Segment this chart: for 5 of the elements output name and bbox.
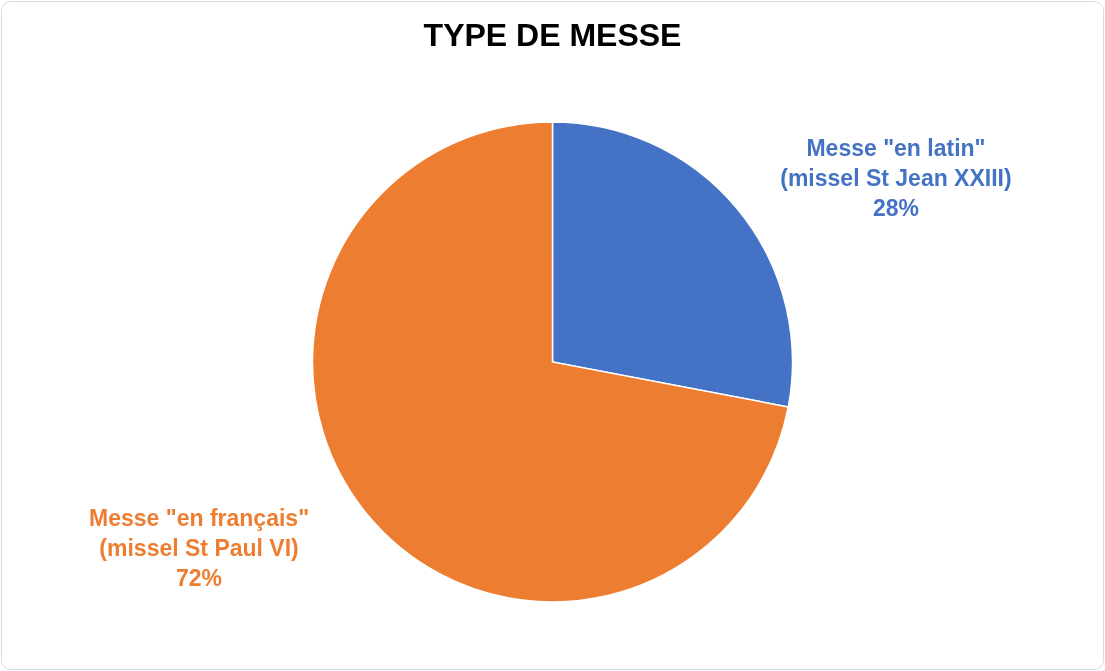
slice-label: Messe "en français" (missel St Paul VI) xyxy=(89,504,310,561)
data-label: 28% xyxy=(872,195,919,222)
slice-label: Messe "en latin" (missel St Jean XXIII) xyxy=(780,135,1012,192)
chart-title: TYPE DE MESSE xyxy=(423,17,682,53)
data-label: 72% xyxy=(176,564,223,591)
